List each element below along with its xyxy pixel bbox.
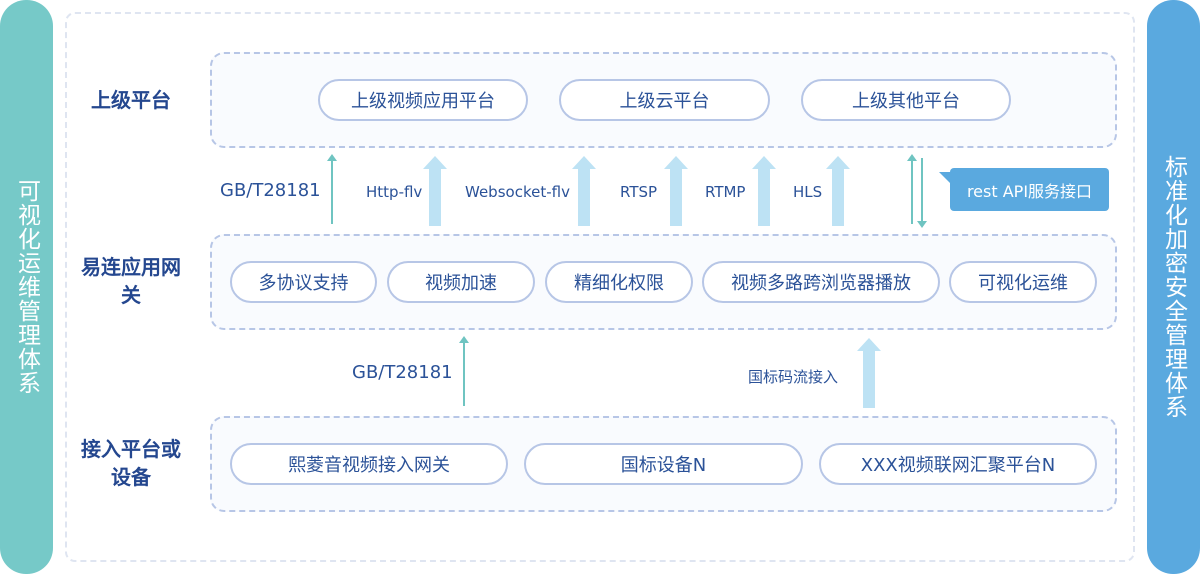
protocol-label: GB/T28181 [220,180,321,201]
pill-bottom: 熙菱音视频接入网关 [230,443,508,485]
pill-bottom: 国标设备N [524,443,803,485]
pill-middle: 视频加速 [387,261,535,303]
arrow-down-icon [917,158,927,228]
pill-bottom: XXX视频联网汇聚平台N [819,443,1097,485]
pill-top: 上级视频应用平台 [318,79,528,121]
protocol-label: RTSP [620,183,658,201]
protocol-label: GB/T28181 [352,362,453,383]
layer-label-bottom: 接入平台或设备 [81,437,181,489]
layer-label-middle: 易连应用网关 [81,255,181,307]
outer-frame [65,12,1135,562]
arrow-up-icon [327,154,337,224]
pill-middle: 多协议支持 [230,261,377,303]
protocol-label: 国标码流接入 [748,368,839,386]
arrow-up-icon [423,156,447,226]
arrow-up-icon [664,156,688,226]
arrow-up-icon [857,338,881,408]
pill-middle: 可视化运维 [949,261,1097,303]
protocol-label: Websocket-flv [465,183,570,201]
pill-top: 上级云平台 [559,79,770,121]
protocol-label: HLS [793,183,823,201]
arrow-up-icon [826,156,850,226]
protocol-label: RTMP [705,183,746,201]
layer-label-top: 上级平台 [91,88,171,112]
pill-middle: 视频多路跨浏览器播放 [702,261,940,303]
pill-top: 上级其他平台 [801,79,1011,121]
arrow-up-icon [752,156,776,226]
pill-middle: 精细化权限 [545,261,693,303]
left-bar-ops-system: 可视化运维管理体系 [0,0,53,574]
arrow-up-icon [907,154,917,224]
protocol-label: Http-flv [366,183,423,201]
arrow-up-icon [572,156,596,226]
right-bar-security-system: 标准化加密安全管理体系 [1147,0,1200,574]
arrow-up-icon [459,336,469,406]
rest-api-callout: rest API服务接口 [939,168,1109,211]
